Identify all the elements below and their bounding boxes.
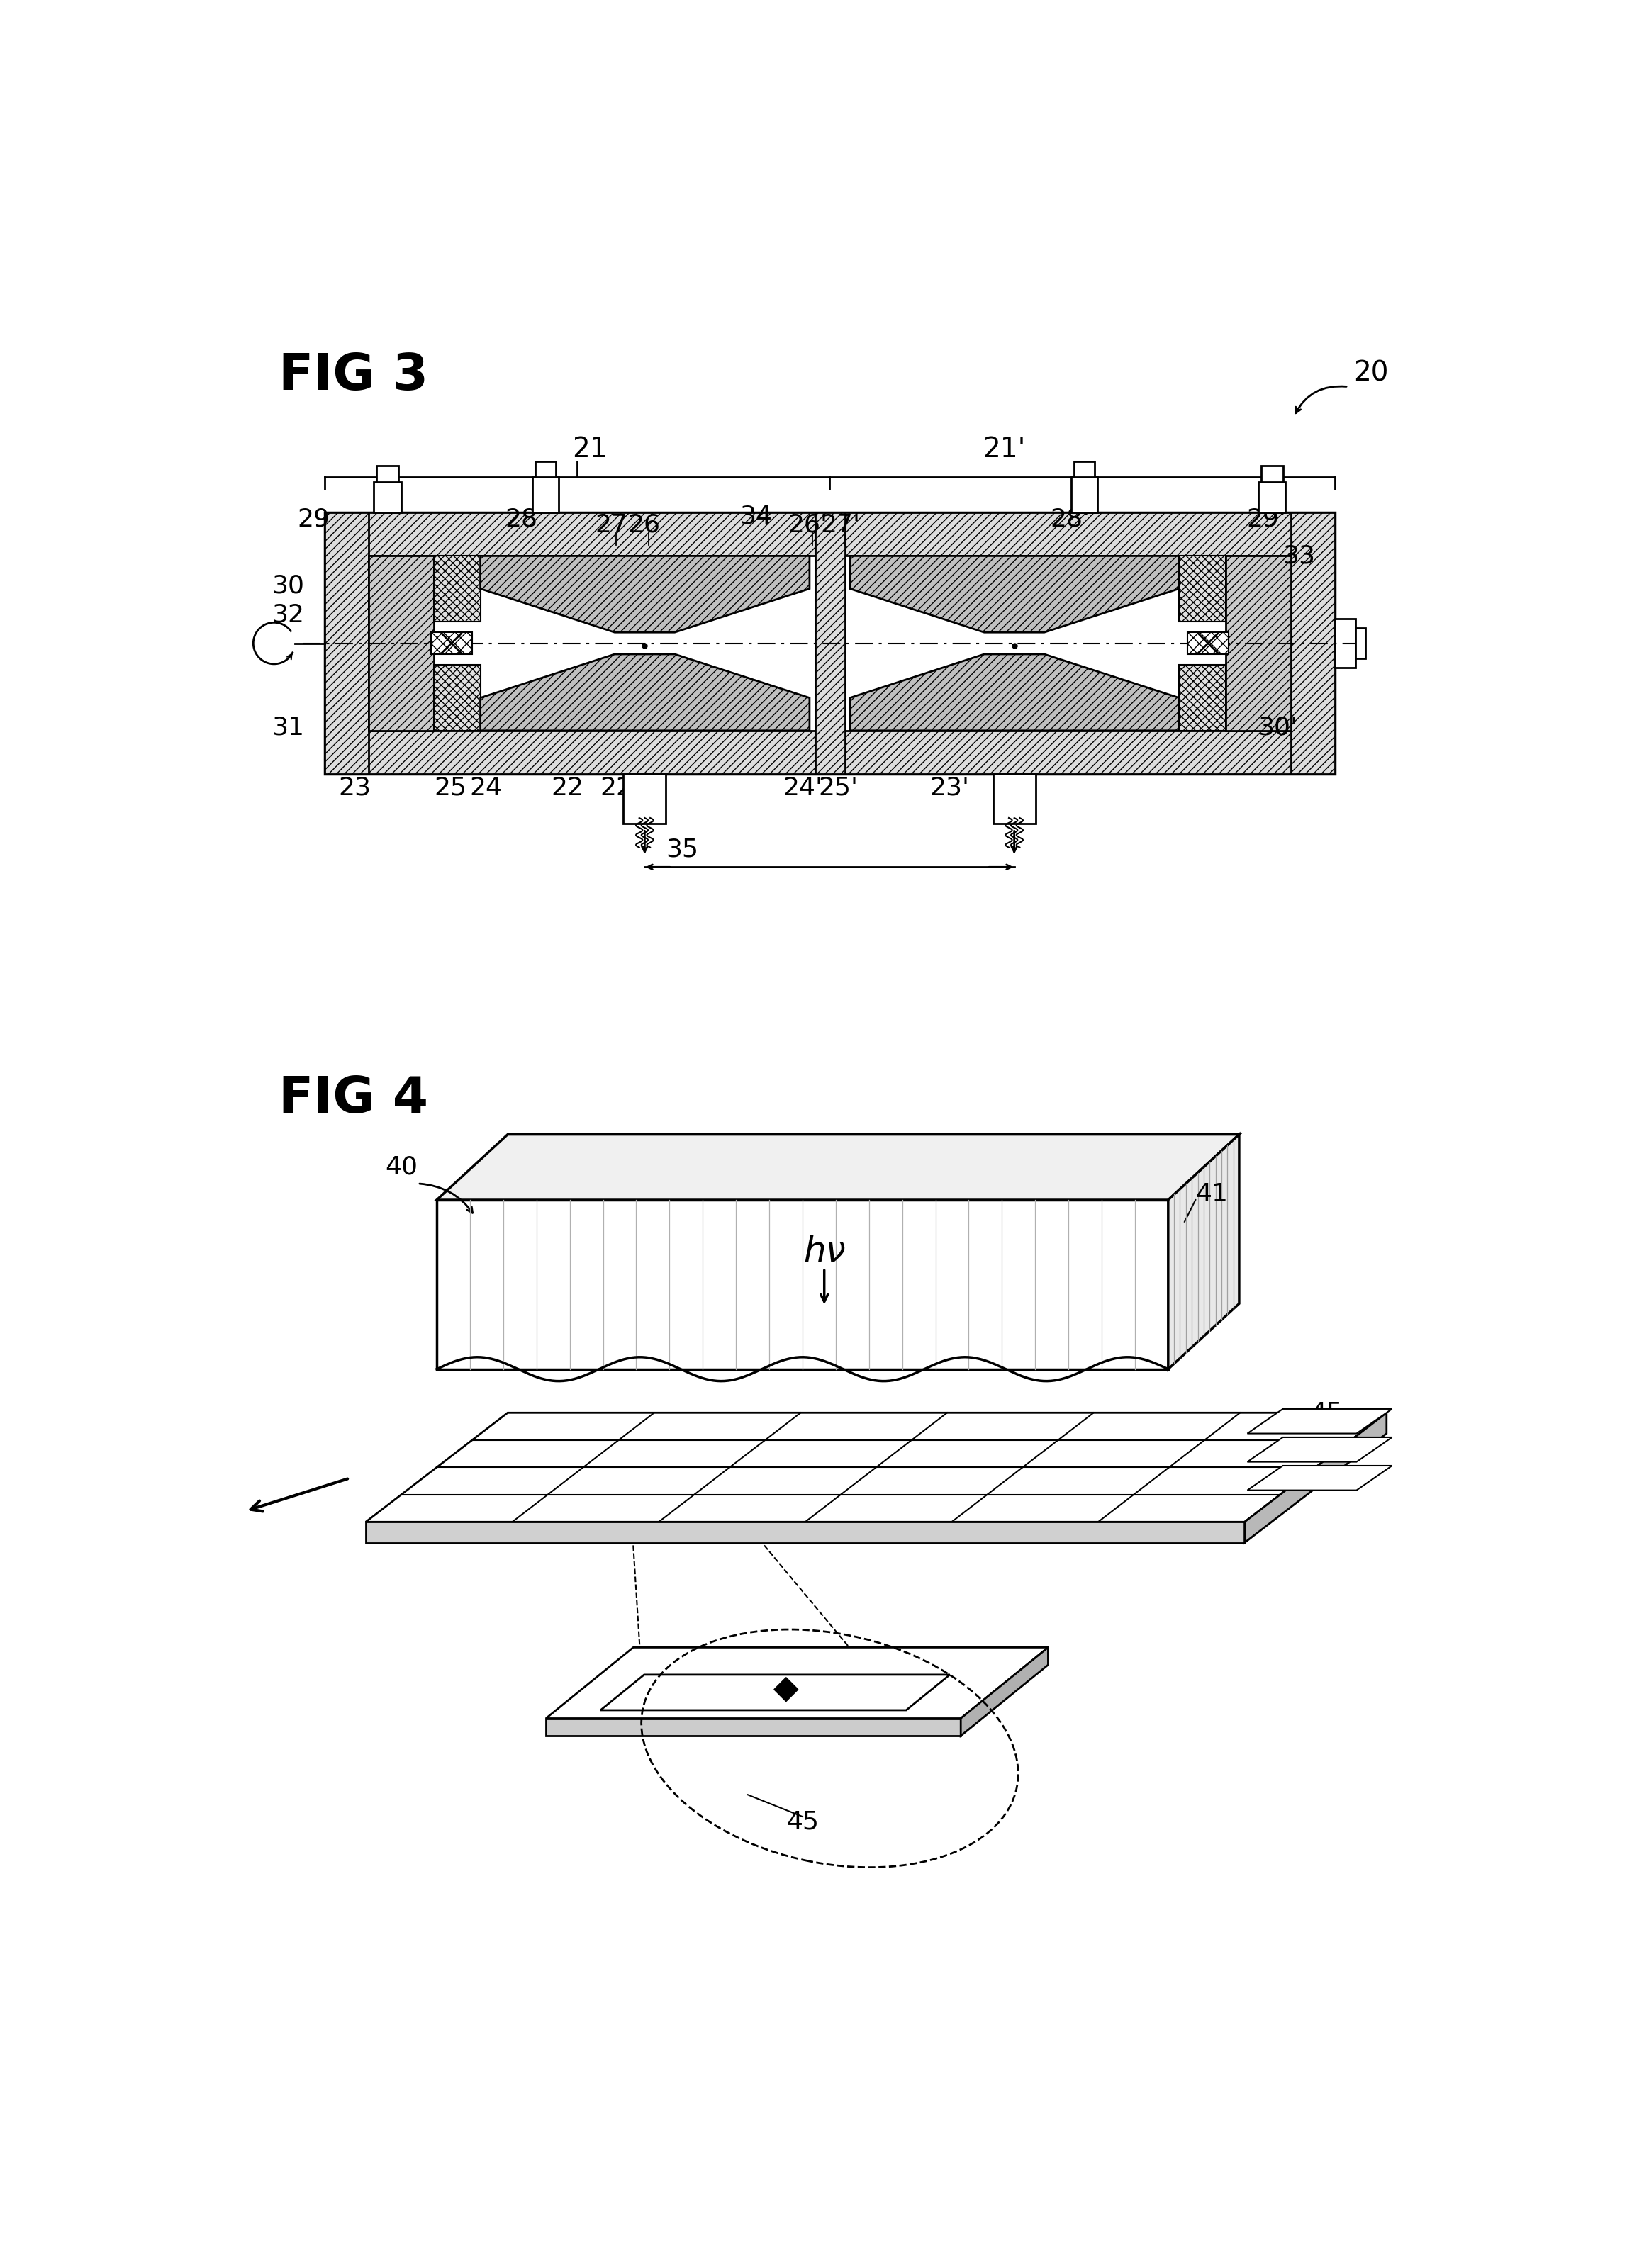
Text: 29: 29 <box>298 508 330 531</box>
Polygon shape <box>547 1647 1048 1719</box>
Bar <box>368 556 434 730</box>
Text: 28': 28' <box>1049 508 1090 531</box>
Text: 28: 28 <box>504 508 537 531</box>
Polygon shape <box>962 1647 1048 1735</box>
Bar <box>434 556 480 621</box>
Polygon shape <box>1248 1408 1393 1433</box>
Text: 31: 31 <box>272 717 304 739</box>
Bar <box>1258 483 1285 513</box>
Bar <box>325 513 368 773</box>
Polygon shape <box>436 1200 1168 1370</box>
Polygon shape <box>1245 1413 1386 1542</box>
Text: 25': 25' <box>818 776 857 801</box>
Text: 27: 27 <box>595 513 628 538</box>
Polygon shape <box>480 653 810 730</box>
Text: 35: 35 <box>665 837 698 862</box>
Text: 45: 45 <box>1310 1402 1342 1424</box>
Text: 26': 26' <box>787 513 828 538</box>
Bar <box>1071 476 1097 513</box>
Text: 22: 22 <box>552 776 584 801</box>
Polygon shape <box>849 556 1180 633</box>
Text: 24': 24' <box>783 776 822 801</box>
Text: 20: 20 <box>1354 361 1389 386</box>
Text: 34: 34 <box>740 503 773 528</box>
Bar <box>1355 628 1365 658</box>
Bar <box>815 513 844 773</box>
Bar <box>1188 633 1228 653</box>
Bar <box>377 465 399 483</box>
Bar <box>532 476 558 513</box>
Text: hν: hν <box>804 1234 846 1268</box>
Bar <box>1261 465 1282 483</box>
Bar <box>431 633 472 653</box>
Bar <box>325 513 1334 556</box>
Polygon shape <box>1168 1134 1240 1370</box>
Text: 26: 26 <box>628 513 661 538</box>
Bar <box>325 513 1334 773</box>
Bar <box>325 730 1334 773</box>
Text: 45: 45 <box>786 1810 818 1835</box>
Polygon shape <box>480 556 810 633</box>
Text: 40: 40 <box>386 1154 418 1179</box>
Text: 29': 29' <box>1246 508 1287 531</box>
Polygon shape <box>1248 1438 1393 1463</box>
Bar <box>1180 556 1225 621</box>
Bar <box>1225 556 1290 730</box>
Text: 23': 23' <box>931 776 970 801</box>
Bar <box>1074 460 1095 476</box>
Text: FIG 3: FIG 3 <box>278 352 428 399</box>
Bar <box>1290 513 1334 773</box>
Text: 21': 21' <box>983 435 1027 463</box>
Text: 24: 24 <box>470 776 503 801</box>
Text: 21: 21 <box>573 435 607 463</box>
Polygon shape <box>849 653 1180 730</box>
Text: 30': 30' <box>1258 717 1297 739</box>
Text: 41: 41 <box>1196 1182 1228 1207</box>
Text: 27': 27' <box>820 513 861 538</box>
Bar <box>992 773 1035 823</box>
Polygon shape <box>600 1674 950 1710</box>
Polygon shape <box>774 1678 799 1701</box>
Text: 23: 23 <box>338 776 371 801</box>
Text: 32: 32 <box>272 603 304 626</box>
Text: 22': 22' <box>600 776 639 801</box>
Bar <box>434 665 480 730</box>
Polygon shape <box>366 1413 1386 1522</box>
Polygon shape <box>1248 1465 1393 1490</box>
Text: 25: 25 <box>434 776 467 801</box>
Polygon shape <box>547 1719 962 1735</box>
Bar <box>1334 619 1355 667</box>
Polygon shape <box>436 1134 1240 1200</box>
Polygon shape <box>366 1522 1245 1542</box>
Text: 33: 33 <box>1284 544 1316 567</box>
Text: 30: 30 <box>272 574 304 599</box>
Bar <box>535 460 556 476</box>
Bar <box>1180 665 1225 730</box>
Bar <box>374 483 402 513</box>
Bar <box>623 773 665 823</box>
Text: FIG 4: FIG 4 <box>278 1075 428 1123</box>
